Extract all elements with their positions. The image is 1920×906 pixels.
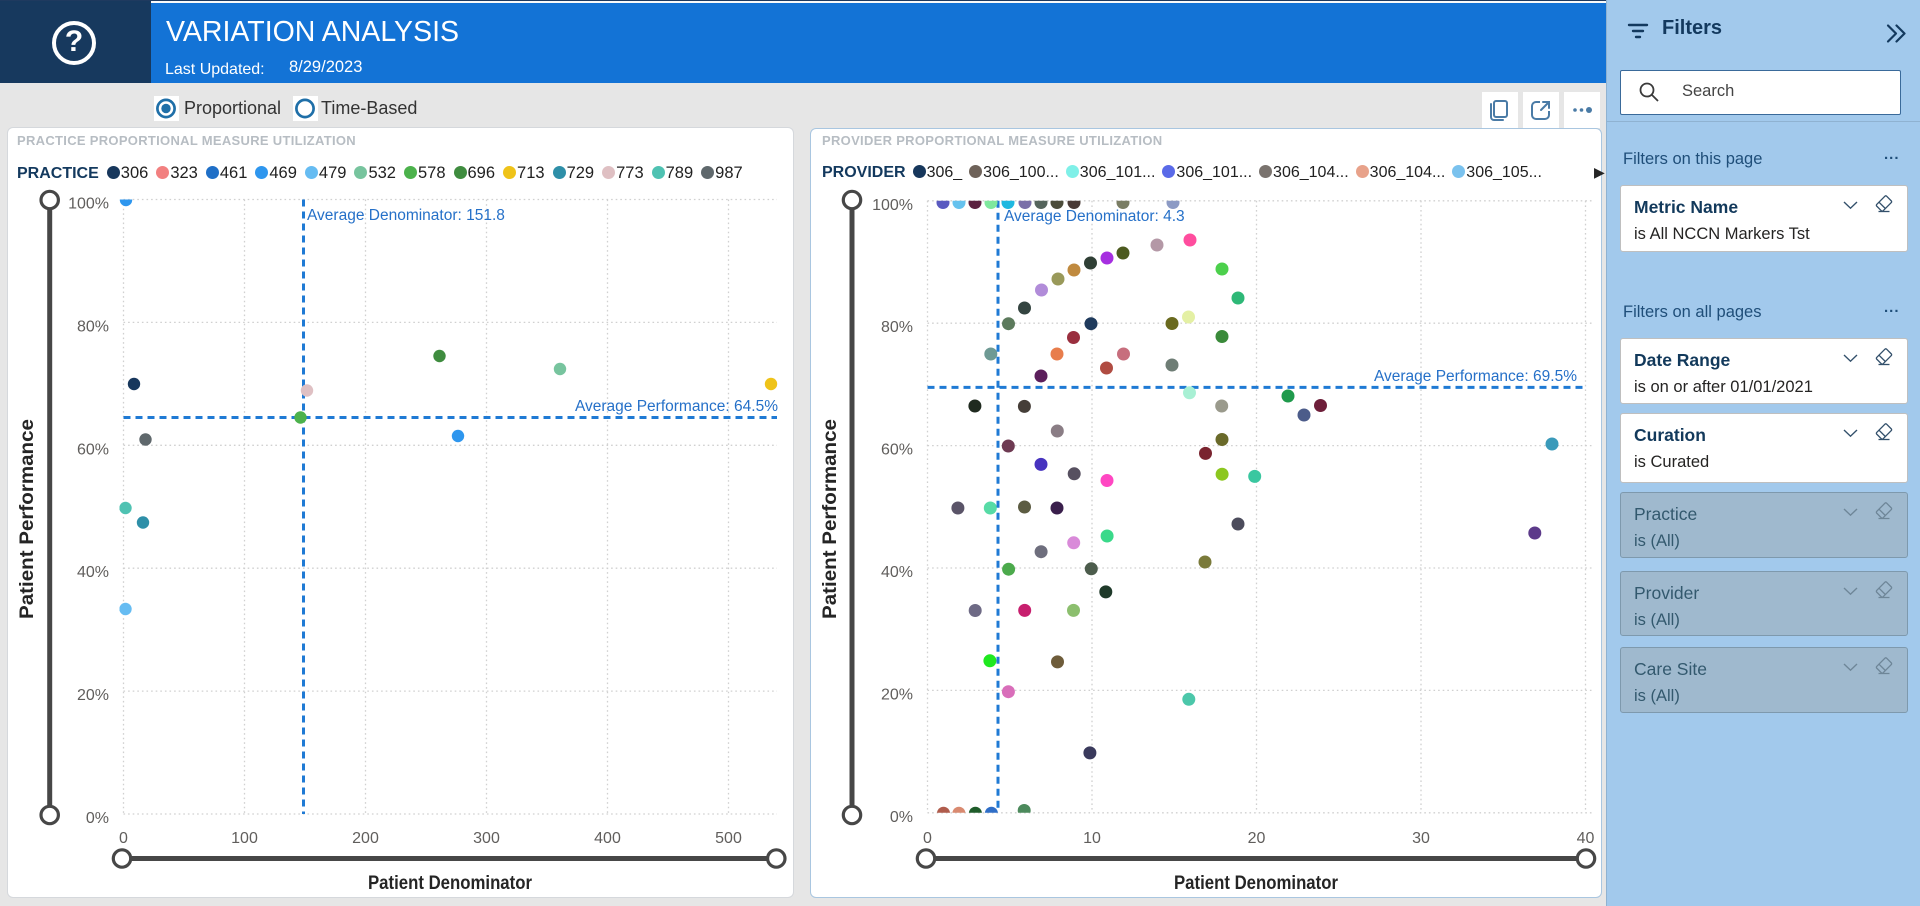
svg-text:200: 200 [352,830,379,847]
svg-text:Average Performance: 69.5%: Average Performance: 69.5% [1374,368,1577,385]
svg-text:10: 10 [1083,830,1101,847]
svg-text:Patient Performance: Patient Performance [820,419,841,619]
svg-text:20%: 20% [881,686,913,703]
svg-text:60%: 60% [881,442,913,459]
svg-text:100%: 100% [68,196,109,213]
svg-text:40: 40 [1577,830,1595,847]
svg-text:0%: 0% [890,809,913,826]
svg-text:30: 30 [1412,830,1430,847]
svg-text:0%: 0% [86,810,109,827]
svg-text:Patient Denominator: Patient Denominator [1174,873,1339,894]
svg-text:40%: 40% [77,564,109,581]
svg-text:80%: 80% [77,318,109,335]
svg-text:20: 20 [1248,830,1266,847]
svg-text:100: 100 [231,830,258,847]
svg-text:0: 0 [923,830,932,847]
svg-text:Patient Performance: Patient Performance [17,419,38,619]
svg-text:Average Performance: 64.5%: Average Performance: 64.5% [575,398,778,415]
svg-text:80%: 80% [881,319,913,336]
svg-text:60%: 60% [77,441,109,458]
svg-text:Average Denominator: 4.3: Average Denominator: 4.3 [1004,208,1185,225]
svg-text:Average Denominator: 151.8: Average Denominator: 151.8 [307,207,505,224]
svg-text:20%: 20% [77,687,109,704]
svg-text:100%: 100% [872,197,913,214]
svg-text:500: 500 [715,830,742,847]
svg-text:40%: 40% [881,564,913,581]
svg-text:0: 0 [119,830,128,847]
svg-text:300: 300 [473,830,500,847]
svg-text:Patient Denominator: Patient Denominator [368,873,533,894]
svg-text:400: 400 [594,830,621,847]
